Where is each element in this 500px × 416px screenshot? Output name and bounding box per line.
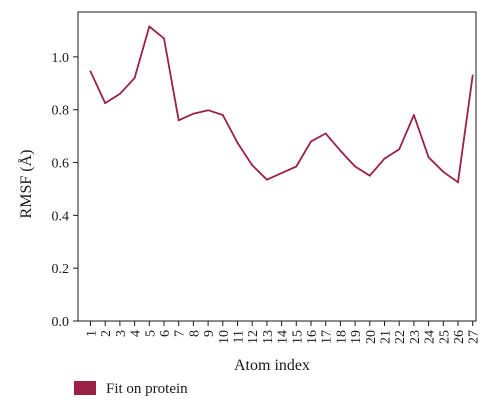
legend-swatch (74, 381, 96, 395)
x-tick-label: 27 (467, 330, 482, 344)
data-point (383, 157, 386, 160)
y-tick-label: 0.0 (52, 315, 70, 330)
x-tick-label: 5 (143, 330, 158, 337)
data-point (368, 174, 371, 177)
x-tick-label: 1 (85, 330, 100, 337)
data-point (354, 165, 356, 168)
data-point (251, 164, 254, 167)
data-point (148, 25, 151, 28)
data-point (339, 149, 342, 152)
x-tick-label: 26 (452, 330, 467, 344)
data-point (471, 74, 474, 77)
x-tick-label: 2 (99, 330, 114, 337)
y-axis-ticks: 0.0 0.2 0.4 0.6 0.8 1.0 (52, 51, 78, 330)
x-tick-label: 20 (364, 330, 379, 344)
x-tick-label: 7 (173, 330, 188, 337)
x-axis-ticks: 1 2 3 4 5 6 7 8 9 10 11 12 13 14 15 16 17 18 19 20 21 22 23 24 2… (85, 321, 482, 344)
data-point (89, 70, 92, 73)
data-point (104, 102, 107, 105)
x-tick-label: 6 (158, 330, 173, 337)
data-point (457, 181, 459, 184)
series-lines (89, 25, 474, 184)
data-point (133, 77, 136, 79)
x-axis-label: Atom index (234, 357, 310, 374)
x-tick-label: 25 (437, 330, 452, 344)
x-tick-label: 18 (334, 330, 349, 344)
data-point (324, 132, 327, 135)
x-tick-label: 22 (393, 330, 408, 344)
x-tick-label: 15 (290, 330, 305, 344)
data-point (207, 109, 210, 112)
legend-label: Fit on protein (106, 381, 188, 397)
x-tick-label: 21 (379, 330, 394, 344)
data-point (280, 172, 283, 175)
x-tick-label: 8 (187, 330, 202, 337)
x-tick-label: 13 (261, 330, 276, 344)
data-point (221, 114, 224, 116)
x-tick-label: 19 (349, 330, 364, 344)
x-tick-label: 4 (129, 330, 144, 337)
legend: Fit on protein (74, 381, 188, 397)
data-point (310, 140, 312, 143)
data-point (266, 178, 268, 181)
axes (77, 11, 477, 322)
x-tick-label: 12 (246, 330, 261, 344)
y-tick-label: 1.0 (52, 51, 70, 66)
y-tick-label: 0.2 (52, 262, 70, 277)
data-point (177, 119, 180, 122)
x-tick-label: 23 (408, 330, 423, 344)
x-tick-label: 11 (232, 330, 247, 343)
data-point (192, 112, 195, 115)
y-tick-label: 0.6 (52, 157, 70, 172)
data-point (119, 92, 121, 95)
data-point (163, 37, 165, 40)
y-tick-label: 0.8 (52, 104, 70, 119)
x-tick-label: 14 (276, 330, 291, 344)
data-point (295, 165, 298, 168)
x-tick-label: 16 (305, 330, 320, 344)
x-tick-label: 3 (114, 330, 129, 337)
data-point (236, 141, 239, 144)
y-tick-label: 0.4 (52, 209, 70, 224)
series-line-fit-on-protein (89, 25, 474, 184)
y-axis-label: RMSF (Å) (17, 150, 35, 219)
data-point (442, 170, 445, 173)
data-point (398, 148, 401, 151)
x-tick-label: 17 (320, 330, 335, 344)
x-tick-label: 10 (217, 330, 232, 344)
data-point (413, 114, 415, 116)
data-point (427, 156, 430, 159)
plot-frame (77, 11, 477, 322)
x-tick-label: 24 (423, 330, 438, 344)
x-tick-label: 9 (202, 330, 217, 337)
